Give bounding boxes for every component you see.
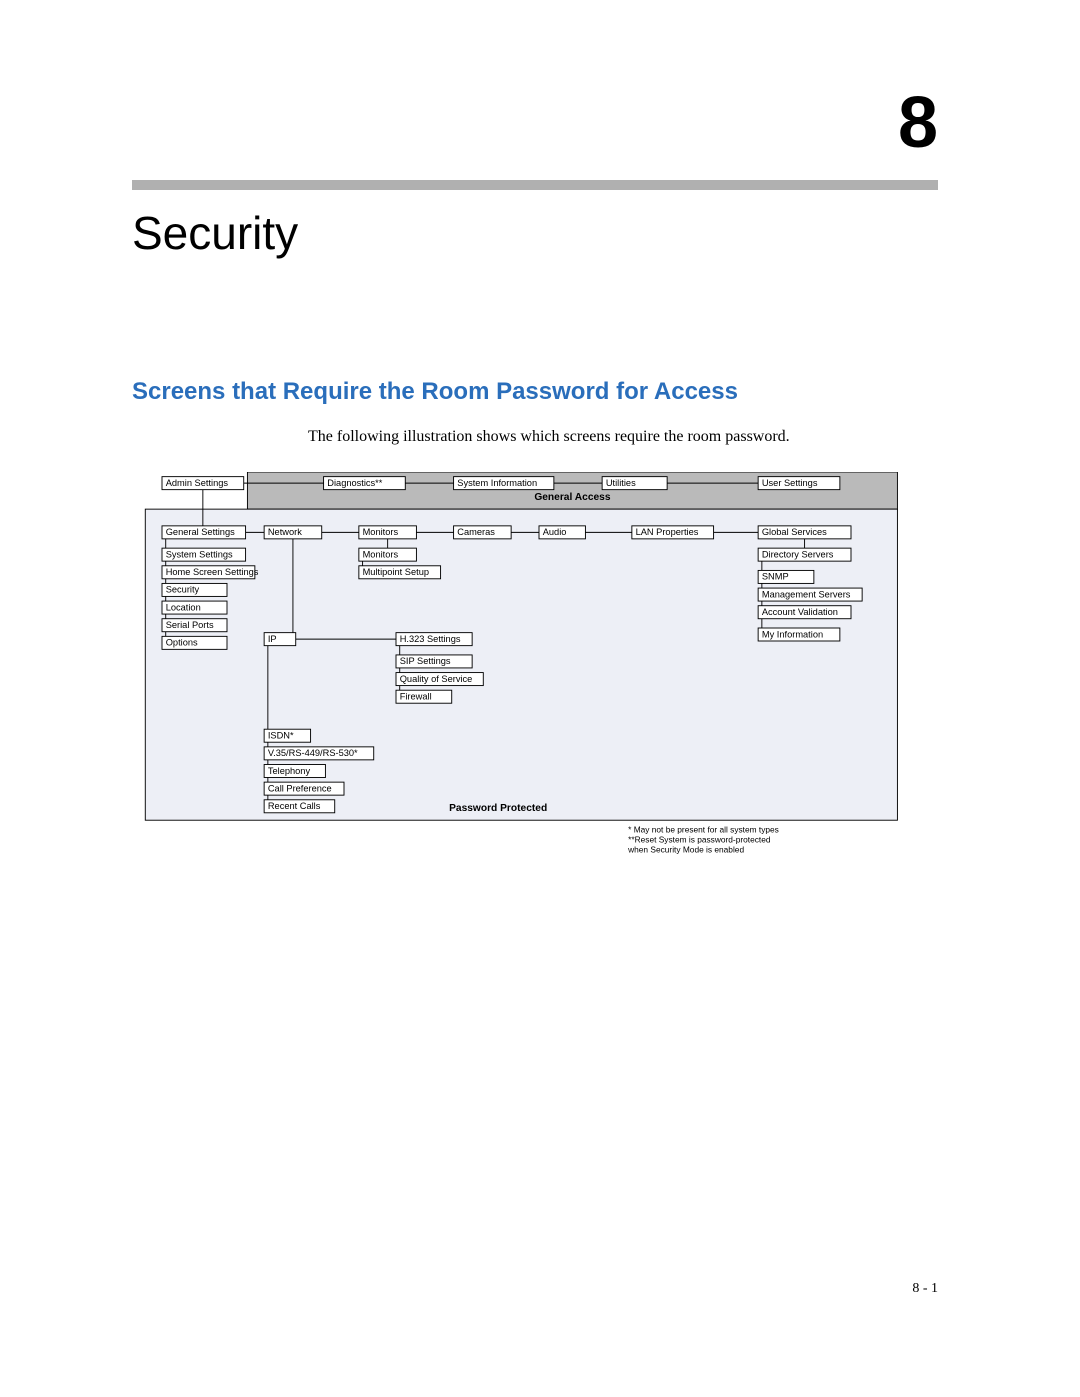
node-label-system_information: System Information [457, 478, 537, 488]
node-label-security: Security [166, 585, 200, 595]
node-label-sip_settings: SIP Settings [400, 656, 451, 666]
diagram-svg: General Access Password Protected Admin Se… [116, 472, 936, 862]
node-label-monitors_sub: Monitors [363, 549, 399, 559]
horizontal-rule [132, 180, 938, 190]
node-label-monitors: Monitors [363, 527, 399, 537]
node-label-isdn: ISDN* [268, 731, 294, 741]
footnote-line: **Reset System is password-protected [628, 835, 771, 845]
intro-paragraph: The following illustration shows which s… [308, 428, 790, 446]
node-label-recent_calls: Recent Calls [268, 801, 321, 811]
node-label-snmp: SNMP [762, 572, 789, 582]
page-number: 8 - 1 [912, 1281, 938, 1297]
node-label-user_settings: User Settings [762, 478, 818, 488]
node-label-global_services: Global Services [762, 527, 827, 537]
node-label-management_servers: Management Servers [762, 589, 851, 599]
general-access-label: General Access [534, 492, 611, 503]
node-label-firewall: Firewall [400, 692, 432, 702]
node-label-system_settings: System Settings [166, 549, 233, 559]
page: 8 Security Screens that Require the Room… [0, 0, 1080, 1397]
footnote-line: when Security Mode is enabled [627, 845, 744, 855]
chapter-title: Security [132, 206, 298, 260]
node-label-general_settings: General Settings [166, 527, 235, 537]
node-label-directory_servers: Directory Servers [762, 549, 834, 559]
node-label-cameras: Cameras [457, 527, 495, 537]
node-label-quality_of_service: Quality of Service [400, 674, 473, 684]
node-label-h323_settings: H.323 Settings [400, 634, 461, 644]
chapter-number: 8 [898, 82, 938, 164]
node-label-lan_properties: LAN Properties [636, 527, 699, 537]
node-label-account_validation: Account Validation [762, 607, 838, 617]
footnote-line: * May not be present for all system type… [628, 824, 779, 834]
node-label-audio: Audio [543, 527, 567, 537]
node-label-v35: V.35/RS-449/RS-530* [268, 748, 358, 758]
node-label-ip: IP [268, 634, 277, 644]
password-protected-label: Password Protected [449, 803, 547, 814]
node-label-diagnostics: Diagnostics** [327, 478, 382, 488]
node-label-multipoint_setup: Multipoint Setup [363, 567, 429, 577]
section-title: Screens that Require the Room Password f… [132, 378, 738, 406]
node-label-my_information: My Information [762, 629, 823, 639]
node-label-telephony: Telephony [268, 766, 311, 776]
node-label-network: Network [268, 527, 302, 537]
node-label-location: Location [166, 602, 201, 612]
node-label-serial_ports: Serial Ports [166, 620, 214, 630]
node-label-admin_settings: Admin Settings [166, 478, 229, 488]
node-label-options: Options [166, 638, 198, 648]
access-diagram: General Access Password Protected Admin Se… [116, 472, 936, 862]
node-label-utilities: Utilities [606, 478, 636, 488]
node-label-call_preference: Call Preference [268, 783, 332, 793]
node-label-home_screen_settings: Home Screen Settings [166, 567, 259, 577]
